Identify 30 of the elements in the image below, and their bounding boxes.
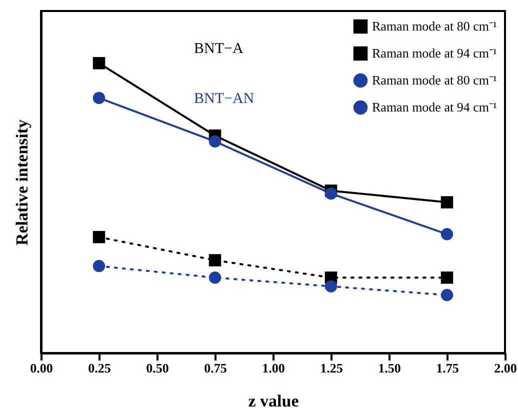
annotation: BNT−AN	[194, 91, 254, 107]
legend-label: Raman mode at 80 cm⁻¹	[372, 18, 497, 34]
text: BNT−A	[194, 41, 244, 57]
legend-label: Raman mode at 80 cm⁻¹	[372, 72, 497, 88]
x-tick-label: 0.75	[204, 360, 228, 376]
legend-label: Raman mode at 94 cm⁻¹	[372, 100, 497, 114]
point	[92, 57, 106, 70]
x-axis-title: z value	[248, 392, 300, 408]
point	[92, 230, 106, 244]
y-axis-title: Relative intensity	[12, 118, 32, 246]
x-tick-label: 2.00	[494, 360, 517, 376]
x-tick-label: 1.75	[436, 360, 460, 376]
legend-label: Raman mode at 94 cm⁻¹	[372, 46, 497, 60]
point	[324, 187, 338, 200]
x-tick-label: 0.50	[146, 360, 169, 376]
point	[208, 135, 222, 148]
point	[92, 260, 106, 272]
point	[208, 272, 222, 284]
point	[92, 92, 106, 104]
x-tick-label: 0.25	[88, 360, 112, 376]
point	[440, 228, 454, 240]
x-tick-label: 0.00	[30, 360, 53, 376]
point	[440, 272, 454, 284]
point	[440, 288, 454, 302]
point	[440, 196, 454, 208]
x-tick-label: 1.50	[378, 360, 401, 376]
x-tick-label: 1.00	[262, 360, 285, 376]
point	[324, 280, 338, 292]
point	[208, 254, 222, 266]
x-tick-label: 1.25	[320, 360, 344, 376]
